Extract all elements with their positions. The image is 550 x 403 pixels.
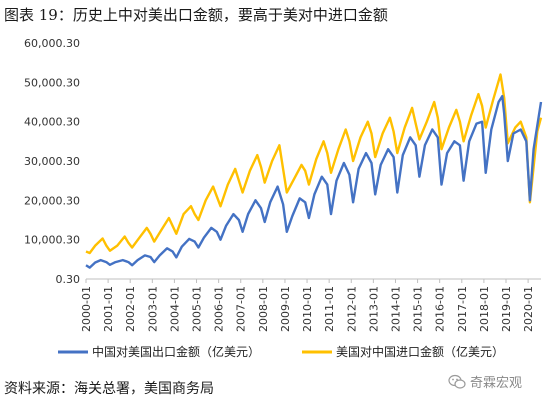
- x-tick-label: 2020-01: [522, 286, 535, 332]
- wechat-icon: [448, 374, 466, 389]
- x-tick-label: 2014-01: [389, 286, 402, 332]
- series-line-1: [85, 94, 543, 269]
- y-tick-label: 50,000.30: [24, 76, 80, 89]
- legend-label-1: 中国对美国出口金额（亿美元）: [92, 344, 260, 359]
- series-line-2: [85, 73, 543, 255]
- x-tick-label: 2009-01: [279, 286, 292, 332]
- x-tick-label: 2002-01: [124, 286, 137, 332]
- x-tick-label: 2010-01: [301, 286, 314, 332]
- y-tick-label: 20,000.30: [24, 194, 80, 207]
- x-tick-label: 2005-01: [191, 286, 204, 332]
- x-tick-label: 2012-01: [345, 286, 358, 332]
- x-tick-label: 2019-01: [500, 286, 513, 332]
- x-tick-label: 2017-01: [456, 286, 469, 332]
- y-tick-label: 30,000.30: [24, 155, 80, 168]
- x-tick-label: 2011-01: [323, 286, 336, 332]
- x-tick-label: 2004-01: [168, 286, 181, 332]
- y-tick-label: 0.30: [56, 273, 81, 286]
- x-tick-label: 2006-01: [213, 286, 226, 332]
- legend-label-2: 美国对中国进口金额（亿美元）: [336, 344, 504, 359]
- source-note: 资料来源：海关总署，美国商务局: [4, 381, 214, 397]
- x-tick-label: 2013-01: [367, 286, 380, 332]
- y-tick-label: 40,000.30: [24, 116, 80, 129]
- x-tick-label: 2016-01: [434, 286, 447, 332]
- x-tick-label: 2018-01: [478, 286, 491, 332]
- x-tick-label: 2000-01: [80, 286, 93, 332]
- x-tick-label: 2015-01: [412, 286, 425, 332]
- chart-title: 图表 19：历史上中对美出口金额，要高于美对中进口金额: [4, 6, 388, 24]
- y-tick-label: 10,000.30: [24, 234, 80, 247]
- y-tick-label: 60,000.30: [24, 37, 80, 50]
- x-tick-label: 2008-01: [257, 286, 270, 332]
- watermark-text: 奇霖宏观: [470, 376, 523, 391]
- x-tick-label: 2003-01: [146, 286, 159, 332]
- x-tick-label: 2007-01: [235, 286, 248, 332]
- x-tick-label: 2001-01: [102, 286, 115, 332]
- watermark: 奇霖宏观: [448, 372, 522, 391]
